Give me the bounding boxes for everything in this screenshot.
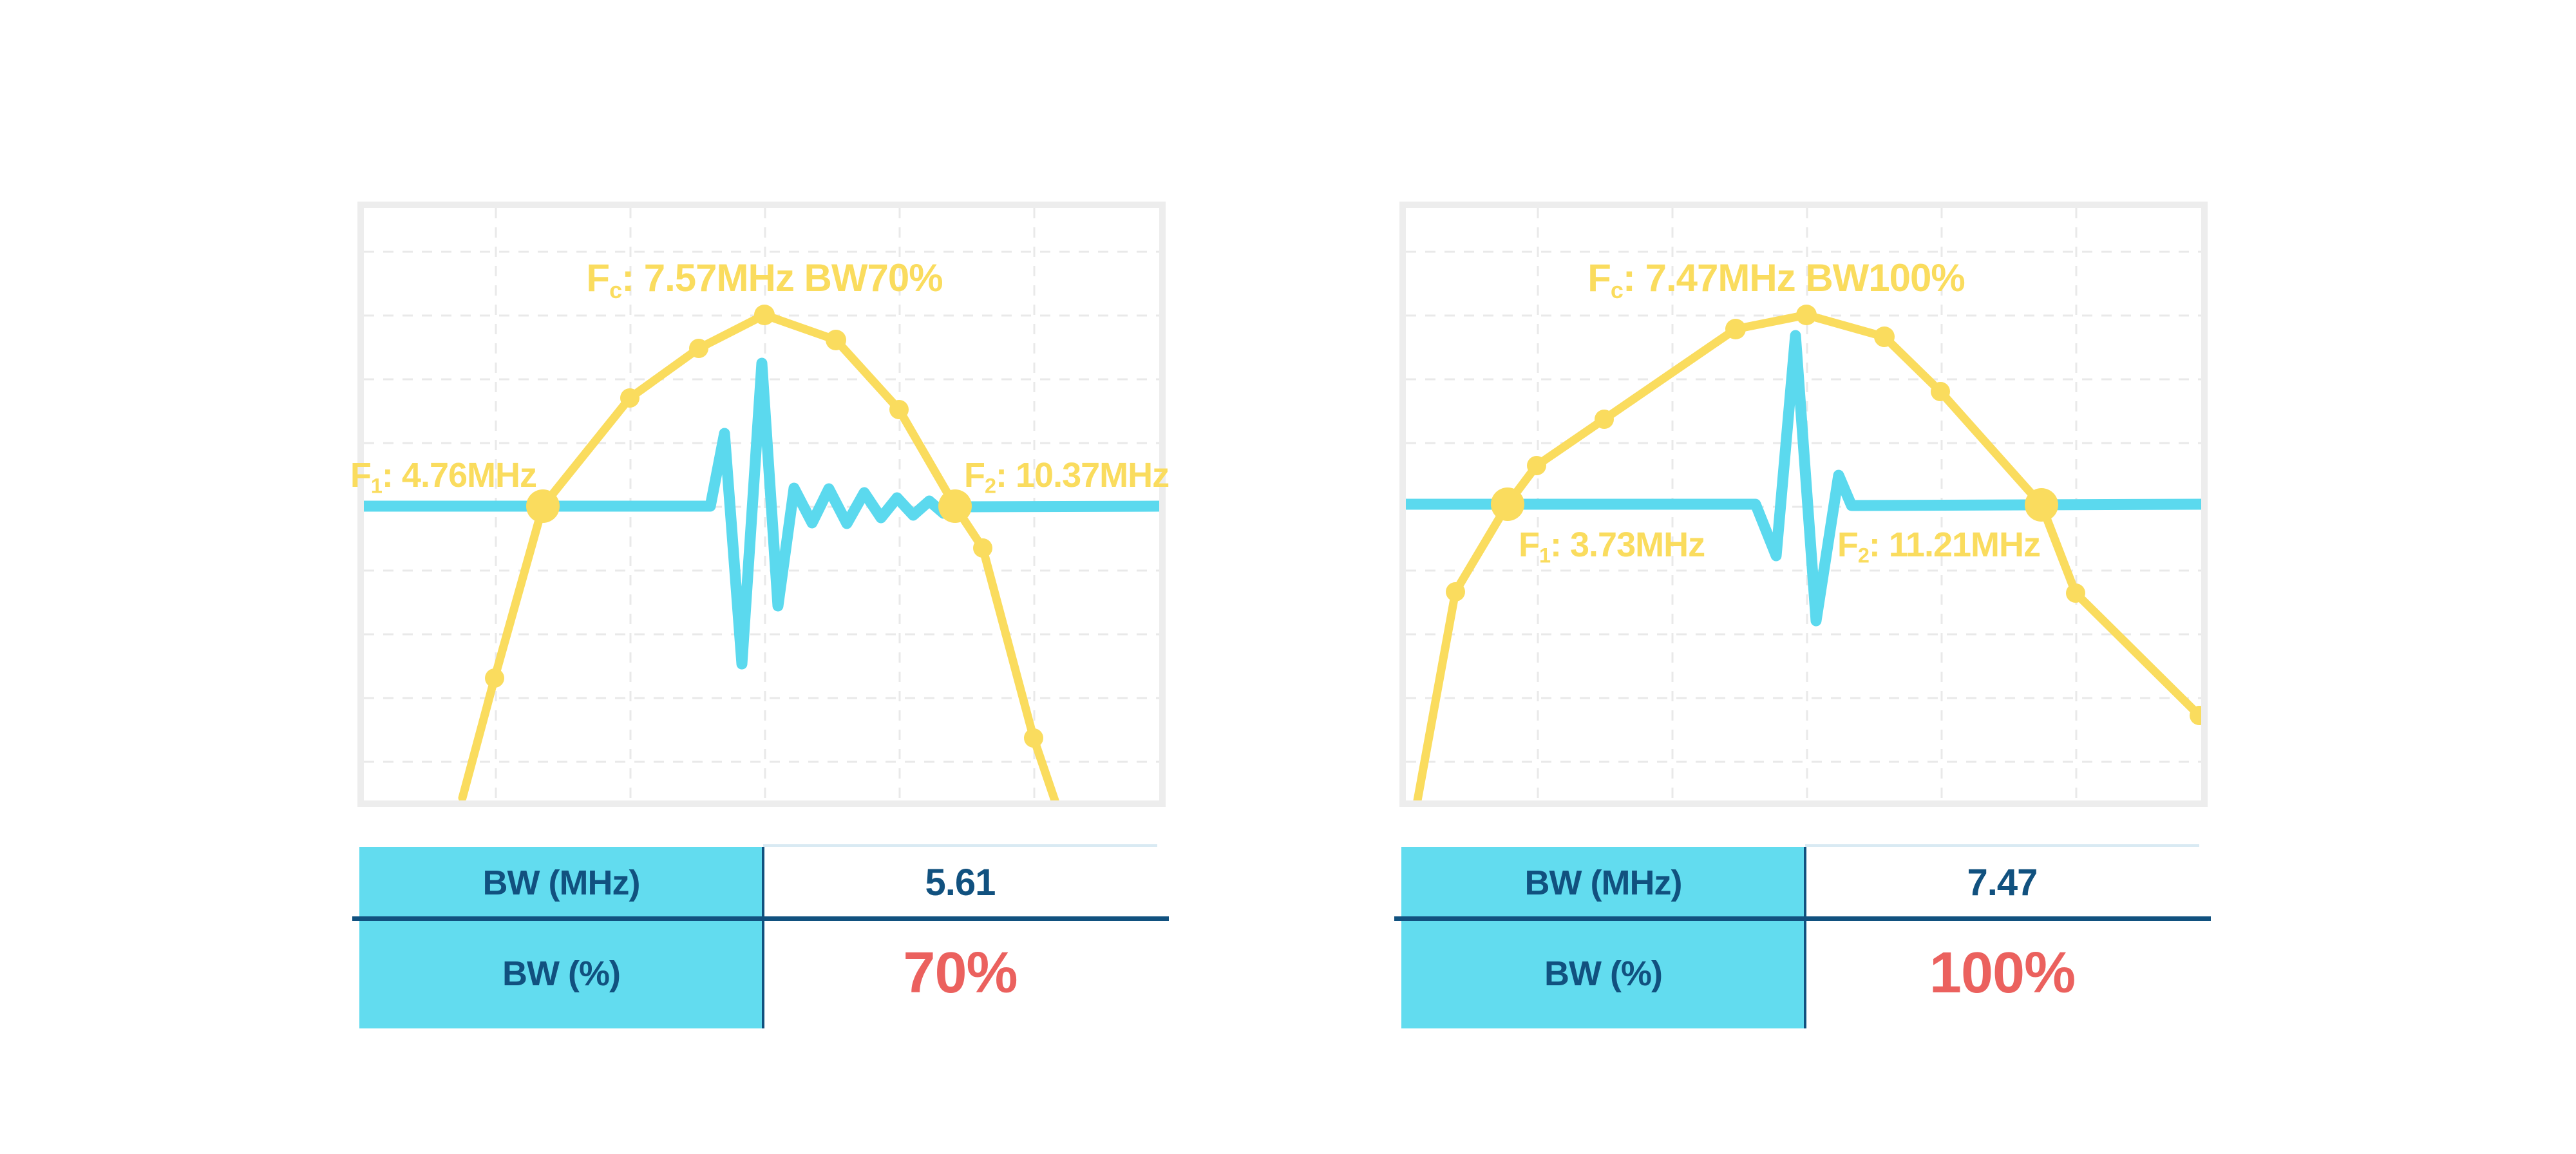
table-column-divider-right (1804, 847, 1806, 1028)
f1-annotation-left: F1: 4.76MHz (350, 456, 537, 498)
f1-prefix: F (350, 456, 372, 495)
f2-annotation-right: F2: 11.21MHz (1837, 525, 2041, 567)
f2-subscript: 2 (1857, 544, 1870, 567)
spectrum-plot-svg-right (1406, 208, 2201, 800)
fc-subscript: c (609, 276, 622, 303)
f2-value: : 10.37MHz (996, 456, 1170, 495)
table-column-divider-left (762, 847, 764, 1028)
f1-subscript: 1 (370, 474, 383, 498)
plot-panel-right: Fc: 7.47MHz BW100% F1: 3.73MHz F2: 11.21… (1399, 202, 2208, 807)
f1-prefix: F (1519, 525, 1540, 564)
row-value: 7.47 (1967, 862, 2038, 903)
row-value: 100% (1929, 941, 2076, 1005)
f2-prefix: F (1837, 525, 1859, 564)
f1-value: : 4.76MHz (381, 456, 537, 495)
fc-value: : 7.47MHz BW100% (1622, 256, 1965, 299)
table-row-value-bw-percent: 70% (763, 918, 1157, 1028)
f2-annotation-left: F2: 10.37MHz (964, 456, 1170, 498)
table-row-divider-right (1394, 916, 2211, 921)
fc-prefix: F (586, 256, 610, 299)
table-row-label-bw-mhz: BW (MHz) (359, 847, 763, 918)
table-top-accent-line-left (763, 844, 1157, 847)
row-value: 5.61 (925, 862, 996, 903)
table-row-label-bw-percent: BW (%) (1401, 918, 1805, 1028)
fc-value: : 7.57MHz BW70% (621, 256, 943, 299)
f1-value: : 3.73MHz (1550, 525, 1705, 564)
row-label: BW (MHz) (1524, 863, 1683, 902)
fc-prefix: F (1587, 256, 1611, 299)
row-label: BW (%) (502, 954, 621, 993)
plot-panel-left: Fc: 7.57MHz BW70% F1: 4.76MHz F2: 10.37M… (350, 202, 1170, 807)
row-label: BW (%) (1544, 954, 1663, 993)
f1-subscript: 1 (1539, 544, 1551, 567)
table-row-value-bw-mhz: 5.61 (763, 847, 1157, 918)
fc-subscript: c (1610, 276, 1624, 303)
f1-annotation-right: F1: 3.73MHz (1519, 525, 1705, 567)
row-value: 70% (903, 941, 1018, 1005)
table-row-label-bw-percent: BW (%) (359, 918, 763, 1028)
spectrum-plot-svg-left (364, 208, 1159, 800)
table-row-value-bw-mhz: 7.47 (1805, 847, 2199, 918)
table-row-divider-left (352, 916, 1169, 921)
table-row-value-bw-percent: 100% (1805, 918, 2199, 1028)
f2-subscript: 2 (985, 474, 996, 498)
table-top-accent-line-right (1805, 844, 2199, 847)
f2-value: : 11.21MHz (1868, 525, 2041, 564)
table-row-label-bw-mhz: BW (MHz) (1401, 847, 1805, 918)
center-frequency-annotation-right: Fc: 7.47MHz BW100% (1587, 257, 1965, 303)
center-frequency-annotation-left: Fc: 7.57MHz BW70% (586, 256, 943, 303)
f2-prefix: F (964, 456, 985, 495)
bw-table-right: BW (MHz) 7.47 BW (%) 100% (1401, 847, 2199, 1028)
bw-table-left: BW (MHz) 5.61 BW (%) 70% (359, 847, 1157, 1028)
row-label: BW (MHz) (482, 863, 641, 902)
